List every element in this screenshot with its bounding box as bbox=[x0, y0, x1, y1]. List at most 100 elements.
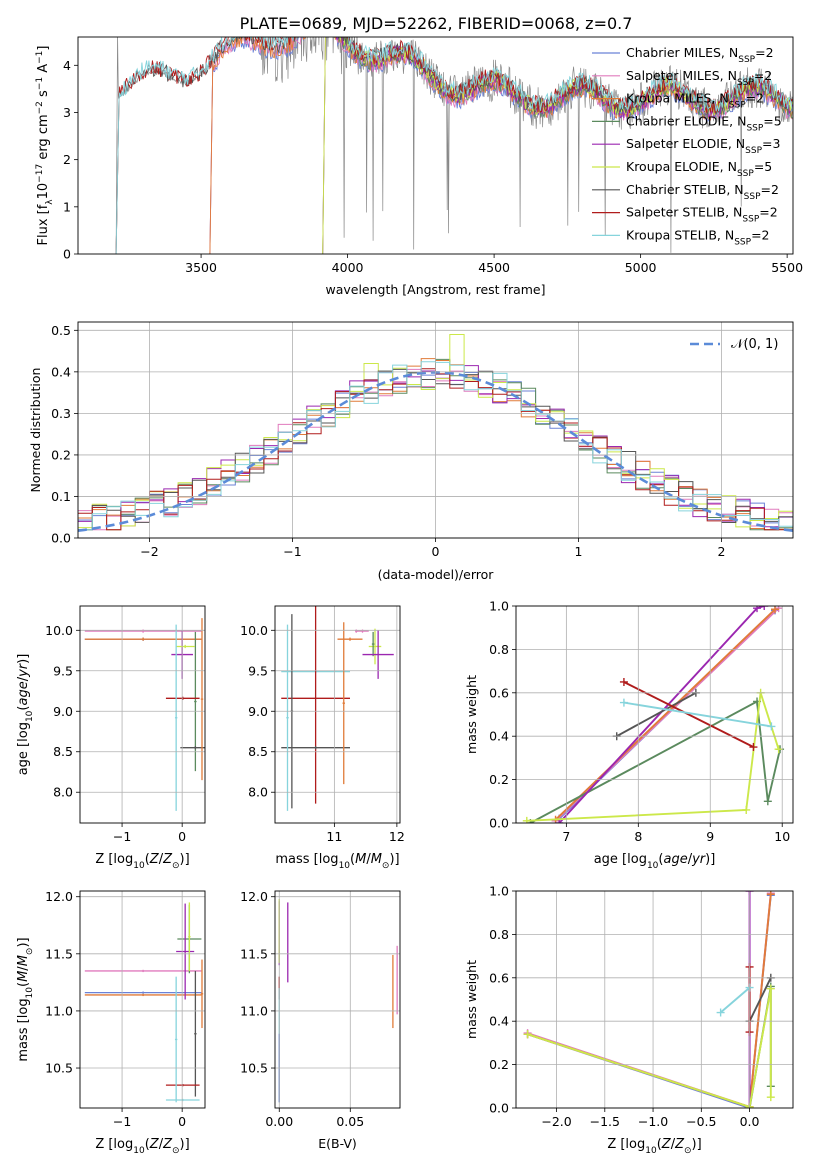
label-part: Salpeter ELODIE, N bbox=[626, 136, 745, 151]
label-part: ⊙ bbox=[684, 1146, 692, 1156]
x-tick-label: 9 bbox=[706, 829, 714, 844]
y-tick-label: 10.5 bbox=[240, 1061, 268, 1076]
plot-area-w-age bbox=[522, 606, 785, 823]
y-tick-label: 11.5 bbox=[240, 946, 268, 961]
weight-point-marker bbox=[619, 677, 628, 686]
plot-area-mass-Z bbox=[84, 902, 204, 1103]
model-spectrum-line bbox=[115, 37, 793, 254]
label-part: / bbox=[16, 966, 31, 971]
label-part: −1 bbox=[35, 77, 45, 90]
legend-entry: Chabrier MILES, NSSP=2 bbox=[626, 45, 774, 65]
y-tick-label: 10.5 bbox=[45, 1061, 73, 1076]
label-part: ( bbox=[657, 1137, 662, 1152]
label-part: )] bbox=[180, 852, 190, 867]
axes-residuals: −2 −1 0 1 2 0.0 0.1 0.2 0.3 0.4 0.5 𝒩(0, 1) (data-mo… bbox=[28, 321, 794, 582]
weight-point-marker bbox=[771, 606, 780, 614]
x-tick-label: −2.0 bbox=[541, 1114, 571, 1129]
x-tick-label: 5500 bbox=[771, 260, 803, 275]
y-tick-label: 8.0 bbox=[248, 785, 268, 800]
y-tick-label: 8.5 bbox=[53, 744, 73, 759]
label-part: ( bbox=[145, 1137, 150, 1152]
label-part: 10 bbox=[647, 861, 659, 871]
x-tick-label: −1 bbox=[283, 544, 301, 559]
y-tick-label: 0.5 bbox=[51, 323, 71, 338]
label-part: =5 bbox=[763, 113, 781, 128]
axes-frame bbox=[79, 890, 206, 1109]
label-part: SSP bbox=[729, 101, 746, 111]
axes-frame bbox=[77, 36, 794, 255]
label-part: Z [log bbox=[95, 852, 133, 867]
legend-entry: Chabrier ELODIE, NSSP=5 bbox=[626, 113, 782, 133]
label-part: Flux [f bbox=[36, 204, 51, 245]
label-part: age [log bbox=[16, 722, 31, 775]
label-part: ( bbox=[658, 852, 663, 867]
x-tick-label: −1.0 bbox=[638, 1114, 668, 1129]
label-part: ( bbox=[145, 852, 150, 867]
plot-area-age-mass bbox=[281, 606, 394, 811]
label-part: yr bbox=[16, 662, 31, 678]
label-part: M bbox=[16, 955, 31, 966]
label-part: =5 bbox=[754, 159, 772, 174]
axes-mass-ebv: 0.00 0.05 10.5 11.0 11.5 12.0 E(B-V) bbox=[240, 889, 401, 1151]
label-part: Z bbox=[149, 852, 160, 867]
legend-entry: Kroupa ELODIE, NSSP=5 bbox=[626, 159, 772, 179]
label-part: −17 bbox=[35, 164, 45, 183]
label-part: =2 bbox=[759, 205, 777, 220]
label-part: M bbox=[371, 852, 382, 867]
label-part: SSP bbox=[742, 215, 759, 225]
label-part: Z [log bbox=[607, 1137, 645, 1152]
y-tick-label: 11.5 bbox=[45, 946, 73, 961]
label-part: / bbox=[159, 852, 164, 867]
label-part: Z bbox=[674, 1137, 685, 1152]
x-tick-label: 10 bbox=[774, 829, 790, 844]
legend-entry: Chabrier STELIB, NSSP=2 bbox=[626, 182, 779, 202]
y-tick-label: 9.5 bbox=[248, 663, 268, 678]
label-part: age bbox=[16, 681, 31, 705]
weight-point-marker bbox=[619, 698, 628, 707]
x-axis-label: Z [log10(Z/Z⊙)] bbox=[95, 852, 189, 871]
weight-point-marker bbox=[753, 606, 762, 613]
y-tick-label: 0.4 bbox=[489, 1014, 509, 1029]
x-axis-label: age [log10(age/yr)] bbox=[594, 852, 716, 871]
x-tick-label: 2 bbox=[718, 544, 726, 559]
y-tick-label: 0.0 bbox=[489, 816, 509, 831]
label-part: 10 bbox=[645, 1146, 657, 1156]
x-axis-label: (data-model)/error bbox=[378, 567, 495, 582]
label-part: M bbox=[355, 852, 366, 867]
axes-frame bbox=[274, 605, 401, 824]
y-tick-label: 0.8 bbox=[489, 642, 509, 657]
label-part: Salpeter STELIB, N bbox=[626, 205, 742, 220]
x-tick-label: −1 bbox=[113, 829, 131, 844]
legend-entry: Kroupa STELIB, NSSP=2 bbox=[626, 227, 770, 247]
label-part: yr bbox=[691, 852, 707, 867]
y-tick-label: 1.0 bbox=[489, 884, 509, 899]
y-axis-label: mass weight bbox=[464, 960, 479, 1039]
label-part: Chabrier ELODIE, N bbox=[626, 113, 746, 128]
y-tick-label: 0.0 bbox=[51, 531, 71, 546]
label-part: =2 bbox=[761, 182, 779, 197]
axes-frame bbox=[77, 321, 794, 539]
y-tick-label: 11.0 bbox=[45, 1003, 73, 1018]
weight-series-line bbox=[623, 701, 772, 728]
weight-point-marker bbox=[766, 891, 775, 899]
x-tick-label: −0.5 bbox=[686, 1114, 716, 1129]
label-part: SSP bbox=[746, 123, 763, 133]
plot-area-w-Z bbox=[523, 891, 775, 1108]
x-tick-label: 7 bbox=[562, 829, 570, 844]
label-part: −1 bbox=[35, 51, 45, 64]
legend-entry: Salpeter MILES, NSSP=2 bbox=[626, 68, 772, 88]
label-part: 10 bbox=[25, 710, 35, 722]
label-part: mass [log bbox=[16, 998, 31, 1061]
axes-age-Z: −1 08.08.59.09.510.0Z [log10(Z/Z⊙)]age [l… bbox=[16, 605, 206, 871]
weight-point-marker bbox=[742, 805, 751, 814]
weight-series-line bbox=[529, 699, 781, 823]
x-tick-label: 0.00 bbox=[265, 1114, 293, 1129]
y-tick-label: 0.6 bbox=[489, 685, 509, 700]
plot-area-spectrum bbox=[115, 37, 793, 254]
label-part: )] bbox=[389, 852, 399, 867]
label-part: 10 bbox=[36, 183, 51, 200]
label-part: age bbox=[663, 852, 687, 867]
